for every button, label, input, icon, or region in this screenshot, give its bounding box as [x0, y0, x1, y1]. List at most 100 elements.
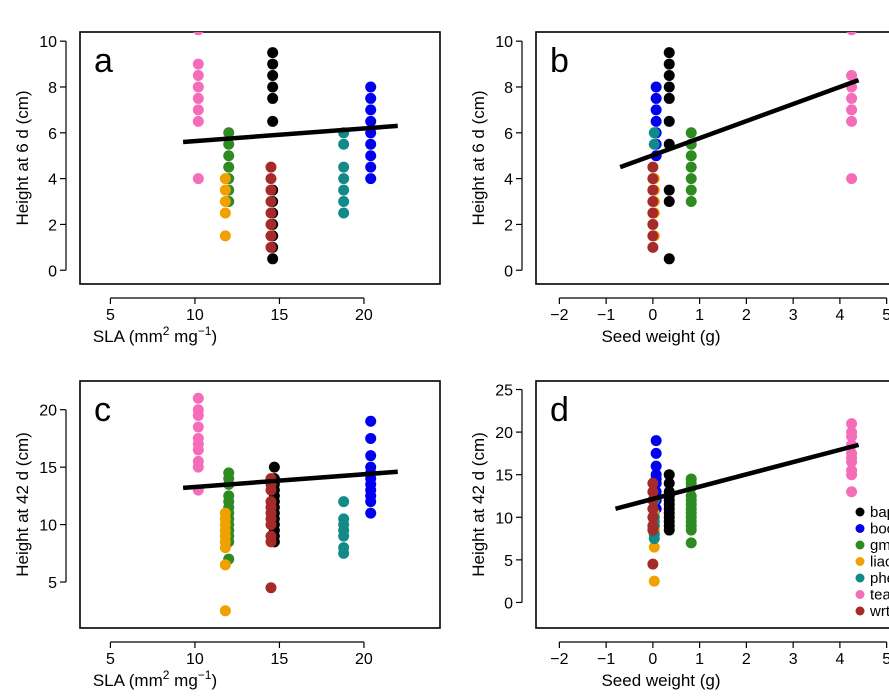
- panel-a-point-phen: [338, 173, 350, 185]
- panel-c-point-wrti: [265, 530, 277, 542]
- panel-a-letter: a: [94, 42, 113, 80]
- panel-a-point-boce: [365, 138, 377, 150]
- panel-a-point-tear: [192, 115, 204, 127]
- panel-d-x-tick-label: 0: [648, 651, 657, 668]
- legend-label-boce: boce: [870, 521, 889, 538]
- panel-d-y-tick-label: 25: [495, 383, 513, 400]
- panel-c-y-axis-label: Height at 42 d (cm): [13, 432, 32, 577]
- panel-b-y-tick-label: 4: [504, 172, 513, 189]
- panel-d-point-tear: [846, 426, 858, 438]
- panel-d-x-axis-label: Seed weight (g): [601, 671, 720, 690]
- panel-b-x-tick-label: −1: [597, 307, 615, 324]
- panel-d-letter: d: [550, 391, 569, 429]
- panel-d-y-tick-label: 15: [495, 468, 513, 485]
- panel-b-point-phen: [648, 127, 660, 139]
- panel-c-x-tick-label: 15: [271, 651, 289, 668]
- panel-b-point-tear: [846, 92, 858, 104]
- panel-c-point-boce: [365, 450, 377, 462]
- panel-c-point-tear: [192, 421, 204, 433]
- panel-c-letter: c: [94, 391, 111, 429]
- legend-label-phen: phen: [870, 570, 889, 587]
- panel-b-point-wrti: [647, 218, 659, 230]
- panel-a-point-boce: [365, 173, 377, 185]
- panel-b-point-tear: [846, 32, 857, 36]
- panel-c-points: [192, 392, 377, 617]
- panel-b-point-gmar: [685, 173, 697, 185]
- panel-d-x-tick-label: −1: [597, 651, 615, 668]
- panel-c-x-tick-label: 20: [355, 651, 373, 668]
- panel-b-point-wrti: [647, 196, 659, 208]
- panel-d-x-tick-label: 3: [789, 651, 798, 668]
- panel-b-point-bapu: [663, 70, 675, 82]
- panel-b-point-boce: [650, 81, 662, 93]
- panel-c-y-tick-label: 10: [39, 518, 57, 535]
- panel-a-point-wrti: [265, 196, 277, 208]
- panel-a-point-liac: [219, 173, 231, 185]
- panel-a-point-tear: [193, 32, 204, 36]
- panel-a-point-wrti: [265, 230, 277, 242]
- legend-marker-tear: [855, 590, 865, 599]
- panel-a-point-tear: [192, 58, 204, 70]
- panel-b-x-tick-label: 1: [695, 307, 704, 324]
- panel-d-point-tear: [846, 464, 858, 476]
- panel-b-point-wrti: [647, 184, 659, 196]
- panel-a-point-bapu: [267, 81, 279, 93]
- panel-a-y-axis-label: Height at 6 d (cm): [13, 90, 32, 225]
- panel-b-point-wrti: [647, 230, 659, 242]
- panel-d-point-wrti: [647, 477, 659, 489]
- panel-c-point-boce: [365, 432, 377, 444]
- panel-b: 0 2 4 6 8 10 −2 −1 0 1 2 3 4 5 Seed weight (g) Height a…: [469, 31, 889, 346]
- panel-a-point-gmar: [223, 138, 235, 150]
- panel-a-point-tear: [192, 92, 204, 104]
- panel-a-point-wrti: [265, 161, 277, 173]
- panel-a-point-liac: [219, 184, 231, 196]
- panel-c-point-tear: [192, 432, 204, 444]
- panel-d-point-boce: [650, 435, 662, 447]
- panel-c-point-tear: [192, 392, 204, 404]
- panel-a-y-tick-label: 8: [48, 80, 57, 97]
- panel-c-point-tear: [192, 455, 204, 467]
- panel-a-point-phen: [338, 207, 350, 219]
- panel-b-point-bapu: [663, 196, 675, 208]
- panel-b-point-boce: [650, 115, 662, 127]
- panel-c-point-gmar: [223, 467, 235, 479]
- panel-a-point-boce: [365, 115, 377, 127]
- panel-a-point-bapu: [267, 253, 279, 265]
- panel-b-point-bapu: [663, 92, 675, 104]
- panel-d-point-boce: [650, 469, 662, 481]
- panel-d-plot-frame: [535, 380, 889, 629]
- panel-c-x-tick-label: 5: [106, 651, 115, 668]
- panel-b-point-bapu: [663, 184, 675, 196]
- panel-b-x-tick-label: 5: [882, 307, 889, 324]
- panel-d-point-liac: [648, 575, 660, 587]
- panel-a-point-liac: [219, 196, 231, 208]
- panel-c: 5 10 15 20 5 10 15 20 SLA (mm2 mg−1) Height at 42…: [13, 380, 441, 690]
- panel-c-y-tick-label: 5: [48, 575, 57, 592]
- panel-d-point-gmar: [685, 537, 697, 549]
- panel-a-point-boce: [365, 92, 377, 104]
- panel-a-points: [192, 32, 377, 265]
- panel-b-point-tear: [846, 104, 858, 116]
- panel-d-point-liac: [648, 541, 660, 553]
- panel-d-point-wrti: [647, 558, 659, 570]
- panel-a-point-tear: [192, 70, 204, 82]
- panel-a-x-tick-label: 5: [106, 307, 115, 324]
- panel-b-point-boce: [650, 92, 662, 104]
- panel-d-point-boce: [650, 460, 662, 472]
- panel-d-y-tick-label: 10: [495, 510, 513, 527]
- panel-d-point-tear: [846, 486, 858, 498]
- panel-a-y-tick-label: 2: [48, 217, 57, 234]
- panel-b-point-wrti: [647, 207, 659, 219]
- panel-d: 0 5 10 15 20 25 −2 −1 0 1 2 3 4 5 Seed weight (g) Heigh…: [469, 380, 889, 690]
- panel-b-regression-line: [619, 77, 860, 170]
- panel-c-plot-frame: [79, 380, 441, 629]
- panel-b-y-axis-label: Height at 6 d (cm): [469, 90, 488, 225]
- legend-label-bapu: bapu: [870, 504, 889, 521]
- panel-d-point-wrti: [647, 511, 659, 523]
- panel-c-point-liac: [219, 507, 231, 519]
- panel-b-point-bapu: [663, 115, 675, 127]
- panel-b-x-tick-label: 4: [835, 307, 844, 324]
- panel-b-point-gmar: [685, 161, 697, 173]
- legend-label-gmar: gmar: [870, 537, 889, 554]
